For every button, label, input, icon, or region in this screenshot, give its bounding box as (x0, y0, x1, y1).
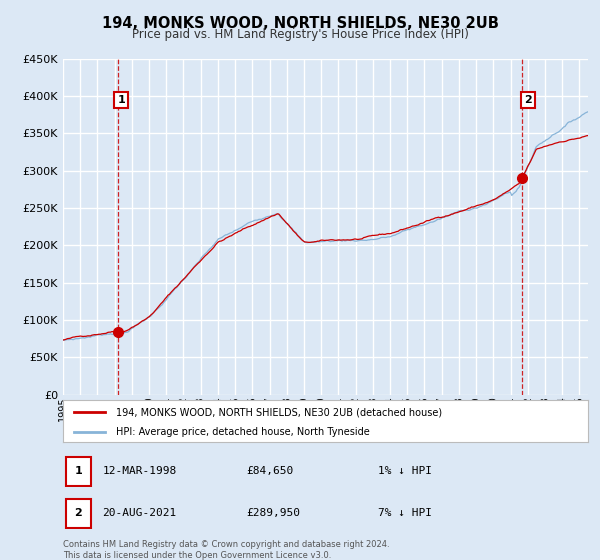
Text: 7% ↓ HPI: 7% ↓ HPI (378, 508, 432, 518)
Text: HPI: Average price, detached house, North Tyneside: HPI: Average price, detached house, Nort… (115, 427, 369, 437)
FancyBboxPatch shape (65, 457, 91, 486)
Text: 12-MAR-1998: 12-MAR-1998 (103, 466, 176, 476)
Text: Contains HM Land Registry data © Crown copyright and database right 2024.: Contains HM Land Registry data © Crown c… (63, 540, 389, 549)
Text: 2: 2 (74, 508, 82, 518)
Text: £84,650: £84,650 (247, 466, 294, 476)
Text: 2: 2 (524, 95, 532, 105)
Text: 194, MONKS WOOD, NORTH SHIELDS, NE30 2UB: 194, MONKS WOOD, NORTH SHIELDS, NE30 2UB (101, 16, 499, 31)
FancyBboxPatch shape (65, 499, 91, 528)
Text: 1: 1 (118, 95, 125, 105)
Text: 1% ↓ HPI: 1% ↓ HPI (378, 466, 432, 476)
Text: 1: 1 (74, 466, 82, 476)
Text: Price paid vs. HM Land Registry's House Price Index (HPI): Price paid vs. HM Land Registry's House … (131, 28, 469, 41)
Text: This data is licensed under the Open Government Licence v3.0.: This data is licensed under the Open Gov… (63, 551, 331, 560)
Text: 194, MONKS WOOD, NORTH SHIELDS, NE30 2UB (detached house): 194, MONKS WOOD, NORTH SHIELDS, NE30 2UB… (115, 407, 442, 417)
Text: £289,950: £289,950 (247, 508, 301, 518)
Text: 20-AUG-2021: 20-AUG-2021 (103, 508, 176, 518)
